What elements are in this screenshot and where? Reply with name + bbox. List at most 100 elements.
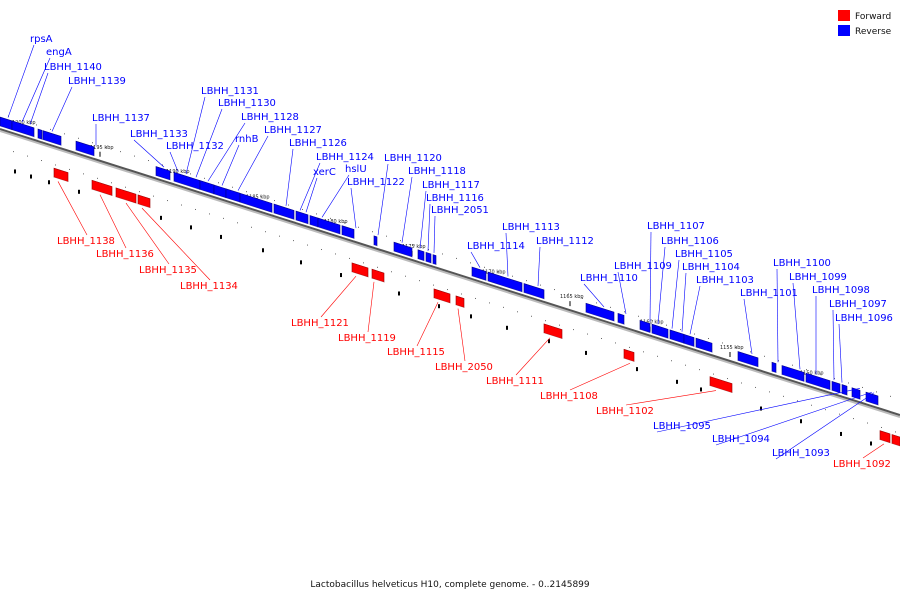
- guide-dot: [680, 329, 681, 331]
- guide-dot: [190, 173, 191, 175]
- reverse-gene-label: LBHH_1103: [696, 275, 754, 286]
- reverse-gene-label: LBHH_1107: [647, 221, 705, 232]
- forward-gene-label: LBHH_1115: [387, 347, 445, 358]
- guide-dot: [890, 395, 891, 397]
- guide-dot: [78, 137, 79, 139]
- reverse-leader-line: [377, 163, 389, 236]
- reverse-gene: [417, 249, 425, 262]
- reverse-leader-line: [237, 135, 269, 191]
- guide-dot: [181, 204, 182, 206]
- strand-mark: [262, 248, 264, 253]
- guide-dot: [554, 289, 555, 291]
- strand-mark: [585, 350, 587, 355]
- guide-dot: [419, 280, 420, 282]
- forward-leader-line: [320, 275, 357, 318]
- guide-dot: [265, 231, 266, 233]
- forward-gene-highlight: [456, 304, 464, 310]
- reverse-gene-label: LBHH_1100: [773, 258, 831, 269]
- forward-gene-label: LBHH_1111: [486, 376, 544, 387]
- guide-dot: [853, 418, 854, 420]
- reverse-leader-line: [649, 231, 652, 322]
- reverse-leader-line: [470, 251, 481, 268]
- reverse-leader-line: [656, 388, 861, 433]
- reverse-leader-line: [350, 187, 357, 229]
- forward-gene-label: LBHH_1135: [139, 265, 197, 276]
- strand-mark: [676, 379, 678, 384]
- tick-label: 1170 kbp: [482, 269, 506, 275]
- forward-leader-line: [367, 281, 375, 333]
- forward-gene-label: LBHH_1108: [540, 391, 598, 402]
- guide-dot: [526, 280, 527, 282]
- reverse-gene-highlight: [670, 338, 684, 346]
- guide-dot: [484, 266, 485, 268]
- reverse-gene-label: LBHH_1118: [408, 166, 466, 177]
- reverse-gene-highlight: [866, 401, 878, 408]
- reverse-gene-label: LBHH_1109: [614, 261, 672, 272]
- reverse-gene-label: LBHH_1110: [580, 273, 638, 284]
- reverse-gene-highlight: [426, 261, 431, 265]
- tick-label: 1180 kbp: [324, 219, 348, 225]
- guide-dot: [531, 315, 532, 317]
- reverse-gene-highlight: [226, 197, 240, 205]
- guide-dot: [736, 346, 737, 348]
- reverse-leader-line: [305, 177, 318, 213]
- reverse-gene-label: LBHH_1097: [829, 299, 887, 310]
- backbone-shadow: [0, 130, 900, 418]
- forward-leader-line: [569, 362, 631, 391]
- forward-gene-highlight: [880, 439, 890, 445]
- reverse-gene-label: xerC: [313, 167, 336, 178]
- guide-dot: [610, 306, 611, 308]
- tick-label: 1175 kbp: [402, 244, 426, 250]
- genome-caption: Lactobacillus helveticus H10, complete g…: [310, 580, 590, 590]
- reverse-gene-label: LBHH_1095: [653, 421, 711, 432]
- forward-gene-highlight: [544, 332, 562, 341]
- tick-label: 1200 kbp: [12, 120, 36, 126]
- guide-dot: [97, 177, 98, 179]
- reverse-gene: [425, 251, 432, 264]
- guide-dot: [386, 235, 387, 237]
- guide-dot: [694, 333, 695, 335]
- guide-dot: [120, 151, 121, 153]
- forward-gene-label: LBHH_1102: [596, 406, 654, 417]
- reverse-gene: [373, 235, 378, 247]
- guide-dot: [251, 226, 252, 228]
- strand-mark: [760, 406, 762, 411]
- forward-gene-label: LBHH_2050: [435, 362, 493, 373]
- guide-dot: [55, 164, 56, 166]
- guide-dot: [307, 244, 308, 246]
- guide-dot: [246, 191, 247, 193]
- reverse-leader-line: [21, 57, 51, 123]
- guide-dot: [792, 364, 793, 366]
- reverse-gene-highlight: [214, 194, 226, 200]
- reverse-gene: [617, 312, 625, 325]
- strand-mark: [220, 234, 222, 239]
- guide-dot: [741, 382, 742, 384]
- reverse-leader-line: [299, 162, 321, 211]
- reverse-gene: [841, 384, 848, 396]
- strand-mark: [48, 180, 50, 185]
- forward-gene-highlight: [710, 385, 732, 395]
- guide-dot: [727, 378, 728, 380]
- guide-dot: [302, 208, 303, 210]
- guide-dot: [461, 293, 462, 295]
- guide-dot: [69, 168, 70, 170]
- reverse-leader-line: [776, 268, 779, 363]
- guide-dot: [750, 351, 751, 353]
- guide-dot: [540, 284, 541, 286]
- tick-label: 1190 kbp: [166, 169, 190, 175]
- reverse-leader-line: [285, 148, 294, 206]
- reverse-gene-label: LBHH_1093: [772, 448, 830, 459]
- forward-gene-highlight: [138, 203, 150, 210]
- strand-mark: [548, 339, 550, 344]
- guide-dot: [797, 400, 798, 402]
- forward-gene-highlight: [372, 278, 384, 285]
- reverse-gene-highlight: [274, 213, 294, 222]
- reverse-gene-label: LBHH_1114: [467, 241, 525, 252]
- reverse-leader-line: [51, 86, 73, 132]
- guide-dot: [223, 217, 224, 219]
- guide-dot: [204, 177, 205, 179]
- reverse-leader-line: [133, 139, 165, 168]
- guide-dot: [195, 208, 196, 210]
- guide-dot: [624, 311, 625, 313]
- reverse-gene-highlight: [618, 322, 624, 327]
